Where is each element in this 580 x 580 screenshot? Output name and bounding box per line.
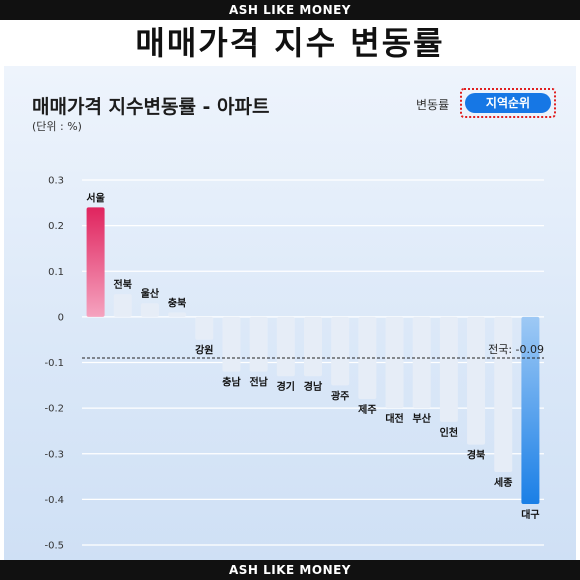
category-label: 전북 xyxy=(114,278,132,291)
national-reference-label: 전국: -0.09 xyxy=(488,343,544,356)
category-label: 인천 xyxy=(440,426,458,439)
bottom-banner: ASH LIKE MONEY xyxy=(0,560,580,580)
y-tick-label: -0.5 xyxy=(44,541,64,552)
top-banner: ASH LIKE MONEY xyxy=(0,0,580,20)
bar-부산[interactable] xyxy=(412,316,431,409)
y-tick-label: 0.3 xyxy=(48,176,64,187)
category-label: 세종 xyxy=(494,476,512,489)
category-label: 충남 xyxy=(222,376,241,389)
chart-title: 매매가격 지수변동률 - 아파트 xyxy=(32,96,270,118)
bar-chart: 0.3 0.2 0.1 0 -0.1 -0.2 -0.3 -0.4 -0.5 서울전북울산충북강원… xyxy=(44,176,544,552)
chart-card: 매매가격 지수변동률 - 아파트 (단위 : %) 변동률 지역순위 0.3 0.… xyxy=(4,66,576,560)
y-tick-label: -0.1 xyxy=(44,358,64,369)
bar-충남[interactable] xyxy=(222,316,241,372)
category-label: 광주 xyxy=(331,390,349,402)
bar-인천[interactable] xyxy=(439,316,458,422)
bar-대구[interactable] xyxy=(521,316,540,504)
y-tick-label: -0.4 xyxy=(44,495,64,506)
bar-세종[interactable] xyxy=(494,316,513,472)
region-rank-button[interactable]: 지역순위 xyxy=(465,93,551,113)
bar-광주[interactable] xyxy=(331,316,350,386)
bar-대전[interactable] xyxy=(385,316,404,409)
category-label: 전남 xyxy=(249,376,268,389)
bar-강원[interactable] xyxy=(195,316,214,340)
bar-경북[interactable] xyxy=(467,316,486,445)
y-tick-label: 0.2 xyxy=(48,221,64,232)
category-label: 경북 xyxy=(467,449,485,462)
y-tick-label: 0.1 xyxy=(48,267,64,278)
bar-울산[interactable] xyxy=(140,303,159,317)
bar-경기[interactable] xyxy=(276,316,295,377)
bar-충북[interactable] xyxy=(168,312,187,317)
category-label: 대전 xyxy=(385,412,403,425)
category-label: 울산 xyxy=(141,287,160,300)
category-label: 서울 xyxy=(86,191,104,204)
bar-전북[interactable] xyxy=(113,294,132,317)
category-label: 강원 xyxy=(195,344,213,357)
y-tick-label: 0 xyxy=(58,312,64,323)
category-label: 대구 xyxy=(521,508,539,521)
change-rate-toggle[interactable]: 변동률 xyxy=(416,98,450,112)
category-label: 경남 xyxy=(304,380,323,393)
page-headline: 매매가격 지수 변동률 xyxy=(135,24,445,62)
chart-unit-label: (단위 : %) xyxy=(32,120,82,133)
y-tick-label: -0.2 xyxy=(44,404,64,415)
bar-전남[interactable] xyxy=(249,316,268,372)
y-tick-label: -0.3 xyxy=(44,449,64,460)
region-rank-highlight: 지역순위 xyxy=(460,88,556,118)
category-label: 제주 xyxy=(358,403,376,416)
bar-서울[interactable] xyxy=(86,207,105,317)
category-label: 부산 xyxy=(413,412,432,425)
category-label: 충북 xyxy=(168,296,186,309)
bar-경남[interactable] xyxy=(304,316,322,377)
category-label: 경기 xyxy=(277,380,295,393)
